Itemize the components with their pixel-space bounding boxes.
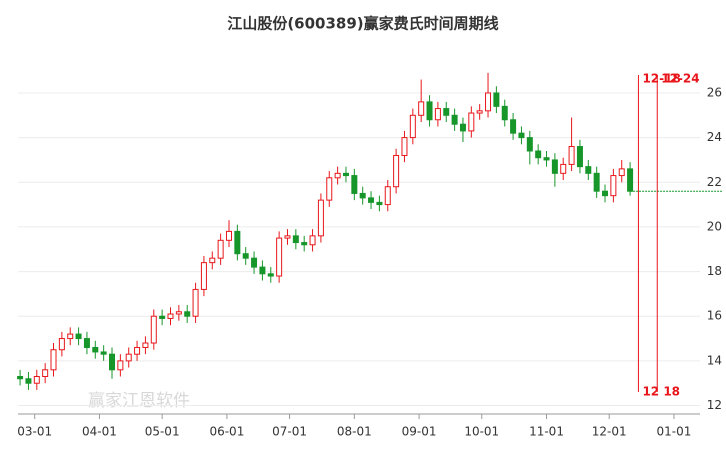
x-tick-label: 09-01 — [402, 425, 437, 439]
candle-body — [142, 342, 149, 348]
candle-body — [134, 346, 141, 355]
chart-title: 江山股份(600389)赢家费氏时间周期线 — [227, 15, 498, 33]
candle-body — [610, 175, 617, 197]
candle-body — [209, 257, 216, 264]
candle-body — [618, 168, 625, 177]
y-tick-label: 24 — [707, 130, 722, 144]
x-tick-label: 10-01 — [464, 425, 499, 439]
candle-body — [568, 146, 575, 165]
candle-body — [551, 159, 558, 174]
candle-body — [342, 172, 349, 177]
y-tick-label: 20 — [707, 219, 722, 233]
x-tick-label: 05-01 — [145, 425, 180, 439]
candle-body — [242, 253, 249, 259]
candle-body — [418, 101, 425, 116]
x-tick-label: 01-01 — [657, 425, 692, 439]
candle-body — [167, 313, 174, 319]
candle-body — [50, 349, 57, 371]
candle-body — [510, 119, 517, 134]
candle-body — [317, 199, 324, 237]
candle-body — [184, 311, 191, 317]
candle-body — [493, 92, 500, 107]
candle-body — [301, 242, 308, 246]
candle-body — [459, 123, 466, 132]
candle-body — [451, 114, 458, 125]
candle-body — [117, 360, 124, 371]
x-tick-label: 04-01 — [82, 425, 117, 439]
candle-body — [593, 172, 600, 192]
candle-body — [309, 235, 316, 246]
candle-body — [259, 266, 266, 275]
candle-body — [42, 369, 49, 378]
x-tick-label: 06-01 — [209, 425, 244, 439]
candle-body — [434, 108, 441, 121]
candle-body — [468, 112, 475, 132]
candle-body — [359, 192, 366, 199]
candle-body — [576, 146, 583, 168]
candle-body — [225, 230, 232, 241]
candle-body — [92, 346, 99, 353]
candle-body — [284, 235, 291, 239]
watermark: 赢家江恩软件 — [88, 391, 190, 411]
candle-body — [543, 157, 550, 161]
candle-body — [368, 197, 375, 203]
candle-body — [443, 108, 450, 116]
candle-body — [217, 239, 224, 259]
candle-body — [17, 376, 24, 380]
x-tick-label: 03-01 — [17, 425, 52, 439]
candle-body — [100, 351, 107, 355]
candle-body — [409, 114, 416, 139]
candle-body — [526, 137, 533, 152]
candle-body — [267, 273, 274, 277]
candle-body — [501, 105, 508, 121]
x-tick-label: 08-01 — [337, 425, 372, 439]
candle-body — [401, 137, 408, 156]
candle-body — [560, 163, 567, 174]
candle-body — [292, 235, 299, 244]
candle-body — [426, 101, 433, 121]
candle-body — [58, 338, 65, 351]
candle-body — [351, 175, 358, 194]
candle-body — [376, 201, 383, 206]
y-tick-label: 26 — [707, 85, 722, 99]
candle-body — [159, 315, 166, 319]
candle-body — [326, 177, 333, 201]
candle-body — [276, 237, 283, 277]
y-tick-label: 12 — [707, 398, 722, 412]
candle-body — [627, 168, 634, 192]
candle-body — [476, 110, 483, 114]
y-tick-label: 22 — [707, 175, 722, 189]
candle-body — [393, 154, 400, 188]
candle-body — [251, 257, 258, 268]
candle-body — [334, 172, 341, 179]
x-tick-label: 07-01 — [272, 425, 307, 439]
candle-body — [485, 92, 492, 112]
candle-body — [535, 150, 542, 159]
candle-body — [25, 378, 32, 384]
candle-body — [67, 333, 74, 340]
y-tick-label: 18 — [707, 264, 722, 278]
candle-body — [518, 132, 525, 139]
candle-body — [384, 186, 391, 206]
candle-body — [125, 353, 132, 362]
candle-body — [33, 376, 40, 384]
candle-body — [200, 262, 207, 290]
candle-body — [109, 353, 116, 371]
candle-body — [192, 288, 199, 317]
x-tick-label: 12-01 — [592, 425, 627, 439]
x-tick-label: 11-01 — [529, 425, 564, 439]
cycle-label: 12-18 — [642, 72, 680, 86]
candle-body — [150, 315, 157, 344]
cycle-label: 12-24 — [661, 72, 699, 86]
candle-body — [234, 230, 241, 255]
y-tick-label: 14 — [707, 353, 722, 367]
y-tick-label: 16 — [707, 309, 722, 323]
candle-body — [602, 190, 609, 197]
candle-body — [585, 166, 592, 174]
candle-body — [175, 311, 182, 315]
cycle-bottom-label: 12 18 — [642, 385, 680, 399]
candle-body — [75, 333, 82, 340]
candle-body — [83, 338, 90, 348]
